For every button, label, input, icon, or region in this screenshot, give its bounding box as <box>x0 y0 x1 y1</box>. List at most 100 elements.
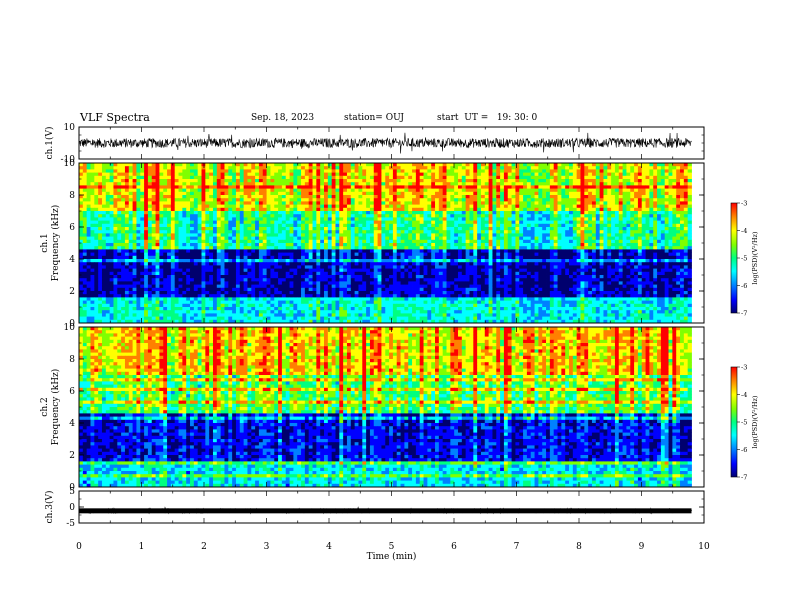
spectrogram-ch1-cell <box>369 188 375 193</box>
spectrogram-ch1-cell <box>599 175 604 180</box>
spectrogram-ch1-cell <box>473 230 478 234</box>
spectrogram-ch1-cell <box>178 246 183 250</box>
spectrogram-ch1-cell <box>469 166 474 170</box>
spectrogram-ch1-cell <box>672 195 677 199</box>
spectrogram-ch1-cell <box>331 236 336 241</box>
spectrogram-ch1-cell <box>324 239 329 244</box>
spectrogram-ch1-cell <box>404 207 409 212</box>
spectrogram-ch1-cell <box>86 249 91 253</box>
spectrogram-ch1-cell <box>151 246 156 250</box>
spectrogram-ch1-cell <box>121 198 126 202</box>
spectrogram-ch1-cell <box>262 166 267 170</box>
spectrogram-ch1-cell <box>415 169 421 173</box>
spectrogram-ch1-cell <box>584 204 589 209</box>
spectrogram-ch1-cell <box>492 175 497 180</box>
spectrogram-ch1-cell <box>117 249 122 253</box>
spectrogram-ch1-cell <box>649 204 654 209</box>
spectrogram-ch1-cell <box>626 166 631 170</box>
spectrogram-ch1-cell <box>687 217 692 221</box>
spectrogram-ch1-cell <box>680 179 685 183</box>
spectrogram-ch1-cell <box>186 230 191 234</box>
spectrogram-ch1-cell <box>450 252 455 257</box>
spectrogram-ch1-cell <box>603 207 608 212</box>
spectrogram-ch1-cell <box>664 252 669 257</box>
spectrogram-ch1-cell <box>358 207 363 212</box>
spectrogram-ch1-cell <box>668 166 673 170</box>
spectrogram-ch1-cell <box>121 163 126 167</box>
spectrogram-ch1-cell <box>634 179 639 183</box>
spectrogram-ch1-cell <box>151 211 156 215</box>
spectrogram-ch1-cell <box>503 198 509 202</box>
spectrogram-ch1-cell <box>404 175 409 180</box>
spectrogram-ch1-cell <box>526 179 532 183</box>
spectrogram-ch1-cell <box>569 211 574 215</box>
spectrogram-ch1-cell <box>86 175 91 180</box>
spectrogram-ch1-cell <box>561 243 566 247</box>
spectrogram-ch1-cell <box>438 236 444 241</box>
spectrogram-ch1-cell <box>683 201 689 205</box>
spectrogram-ch1-cell <box>438 191 444 196</box>
spectrogram-ch1-cell <box>377 191 382 196</box>
spectrogram-ch1-cell <box>603 223 608 228</box>
spectrogram-ch1-cell <box>278 249 283 253</box>
spectrogram-ch1-cell <box>105 230 111 234</box>
spectrogram-ch1-cell <box>457 239 463 244</box>
spectrogram-ch1-cell <box>435 255 440 260</box>
spectrogram-ch1-cell <box>243 207 248 212</box>
spectrogram-ch1-cell <box>224 223 229 228</box>
spectrogram-ch1-cell <box>400 182 405 186</box>
spectrogram-ch1-cell <box>251 246 256 250</box>
spectrogram-ch1-cell <box>500 239 505 244</box>
spectrogram-ch1-cell <box>461 195 467 199</box>
spectrogram-ch1-cell <box>239 201 245 205</box>
spectrogram-ch1-cell <box>465 166 470 170</box>
spectrogram-ch1-cell <box>369 195 375 199</box>
spectrogram-ch1-cell <box>247 220 252 225</box>
spectrogram-ch1-cell <box>251 201 256 205</box>
spectrogram-ch1-cell <box>369 207 375 212</box>
spectrogram-ch1-cell <box>377 188 382 193</box>
spectrogram-ch1-cell <box>197 239 202 244</box>
spectrogram-ch1-cell <box>511 223 516 228</box>
spectrogram-ch1-cell <box>392 223 398 228</box>
spectrogram-ch1-cell <box>626 182 631 186</box>
spectrogram-ch1-cell <box>614 169 620 173</box>
spectrogram-ch1-cell <box>201 211 206 215</box>
spectrogram-ch1-cell <box>170 249 176 253</box>
spectrogram-ch1-cell <box>427 214 432 218</box>
spectrogram-ch1-cell <box>492 188 497 193</box>
spectrogram-ch1-cell <box>350 188 356 193</box>
spectrogram-ch1-cell <box>220 220 225 225</box>
spectrogram-ch1-cell <box>304 169 310 173</box>
spectrogram-ch1-cell <box>101 236 107 241</box>
spectrogram-ch1-cell <box>645 198 650 202</box>
spectrogram-ch1-cell <box>94 195 99 199</box>
spectrogram-ch1-cell <box>320 246 325 250</box>
spectrogram-ch1-cell <box>167 239 172 244</box>
spectrogram-ch1-cell <box>454 198 459 202</box>
spectrogram-ch1-cell <box>101 239 107 244</box>
spectrogram-ch1-cell <box>232 252 237 257</box>
spectrogram-ch1-cell <box>549 223 555 228</box>
spectrogram-ch1-cell <box>645 214 650 218</box>
spectrogram-ch1-cell <box>446 227 451 231</box>
spectrogram-ch1-cell <box>618 204 623 209</box>
spectrogram-ch1-cell <box>193 243 199 247</box>
spectrogram-ch1-cell <box>373 175 378 180</box>
spectrogram-ch1-cell <box>469 255 474 260</box>
spectrogram-ch1-cell <box>293 201 298 205</box>
spectrogram-ch1-cell <box>622 166 627 170</box>
spectrogram-ch1-cell <box>389 252 394 257</box>
spectrogram-ch1-cell <box>530 182 535 186</box>
spectrogram-ch1-cell <box>117 236 122 241</box>
spectrogram-ch1-cell <box>105 227 111 231</box>
spectrogram-ch1-cell <box>147 172 153 177</box>
spectrogram-ch1-cell <box>297 236 302 241</box>
spectrogram-ch1-cell <box>580 239 585 244</box>
spectrogram-ch1-cell <box>576 207 581 212</box>
spectrogram-ch1-cell <box>167 182 172 186</box>
spectrogram-ch1-cell <box>664 246 669 250</box>
spectrogram-ch1-cell <box>350 214 356 218</box>
spectrogram-ch1-cell <box>170 182 176 186</box>
spectrogram-ch1-cell <box>362 230 367 234</box>
